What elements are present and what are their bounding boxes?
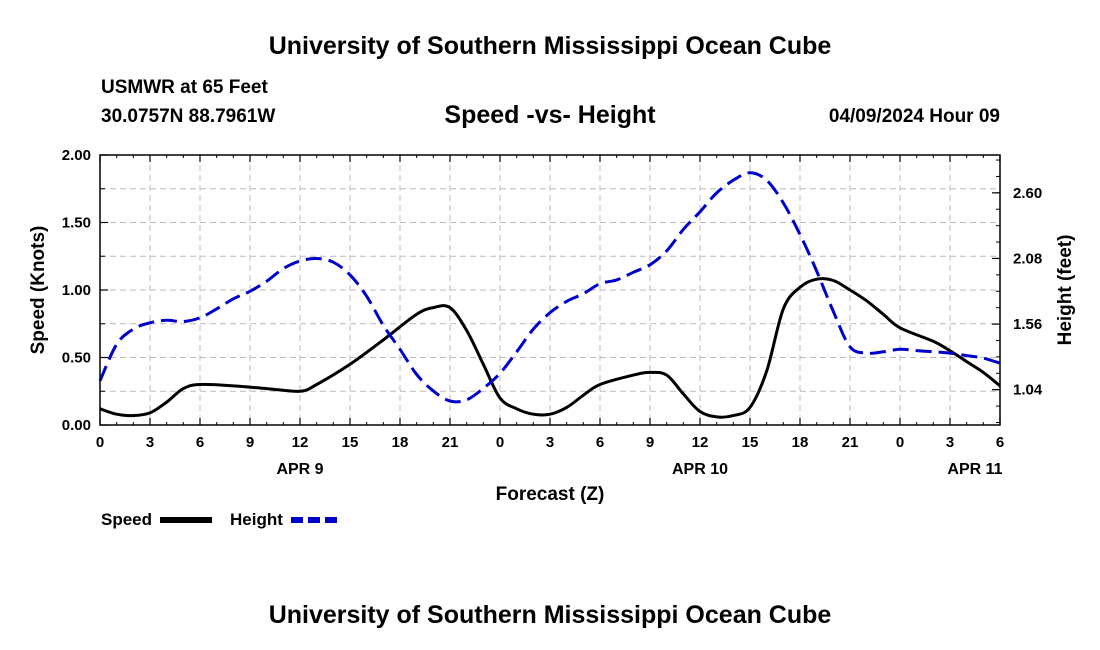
x-tick-label: 9 xyxy=(246,434,254,451)
y-tick-label: 1.00 xyxy=(62,282,91,299)
x-tick-label: 0 xyxy=(896,434,904,451)
day-label: APR 9 xyxy=(276,461,323,478)
x-axis-label: Forecast (Z) xyxy=(496,484,605,505)
x-tick-label: 18 xyxy=(392,434,409,451)
legend-height-label: Height xyxy=(230,510,283,529)
x-tick-label: 15 xyxy=(742,434,759,451)
series-line-speed xyxy=(99,277,1001,419)
y-tick-label: 0.50 xyxy=(62,350,91,367)
y2-tick-label: 1.56 xyxy=(1013,316,1042,333)
x-tick-label: 18 xyxy=(792,434,809,451)
y-tick-label: 0.00 xyxy=(62,417,91,434)
series-line-height xyxy=(98,171,1001,404)
x-tick-label: 6 xyxy=(196,434,204,451)
day-label: APR 11 xyxy=(947,461,1002,478)
datetime-label: 04/09/2024 Hour 09 xyxy=(828,106,1000,127)
x-tick-label: 6 xyxy=(596,434,604,451)
x-tick-label: 6 xyxy=(996,434,1004,451)
day-label: APR 10 xyxy=(672,461,728,478)
y2-tick-label: 2.08 xyxy=(1013,250,1042,267)
x-tick-label: 3 xyxy=(146,434,154,451)
y2-tick-label: 1.04 xyxy=(1013,382,1043,399)
coordinates-label: 30.0757N 88.7961W xyxy=(101,106,276,127)
page-title: University of Southern Mississippi Ocean… xyxy=(268,32,832,60)
series-layer xyxy=(98,171,1001,419)
x-tick-label: 9 xyxy=(646,434,654,451)
x-tick-label: 3 xyxy=(546,434,554,451)
x-tick-label: 15 xyxy=(342,434,359,451)
footer-title: University of Southern Mississippi Ocean… xyxy=(268,601,832,629)
y-axis-label: Speed (Knots) xyxy=(28,226,49,355)
axes: 0 3 6 9 12 15 18 21 0 3 6 9 12 15 18 21 0 3 6 APR 9 APR 10 AP… xyxy=(62,147,1043,478)
y2-axis-label: Height (feet) xyxy=(1055,235,1076,346)
x-tick-label: 0 xyxy=(496,434,504,451)
x-tick-label: 0 xyxy=(96,434,104,451)
station-label: USMWR at 65 Feet xyxy=(101,77,268,98)
x-tick-label: 21 xyxy=(442,434,459,451)
x-tick-label: 21 xyxy=(842,434,859,451)
legend: Speed Height xyxy=(101,510,342,529)
y2-tick-label: 2.60 xyxy=(1013,185,1042,202)
x-tick-label: 3 xyxy=(946,434,954,451)
y-tick-label: 1.50 xyxy=(62,215,91,232)
x-tick-label: 12 xyxy=(692,434,709,451)
legend-speed-label: Speed xyxy=(101,510,152,529)
x-tick-label: 12 xyxy=(292,434,309,451)
chart-subtitle: Speed -vs- Height xyxy=(444,101,656,129)
y-tick-label: 2.00 xyxy=(62,147,91,164)
